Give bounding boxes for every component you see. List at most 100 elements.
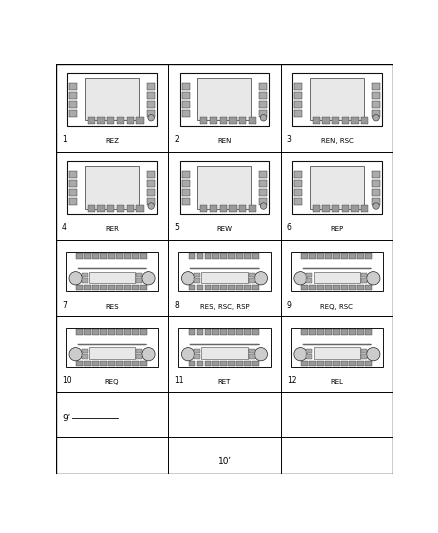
Bar	[205, 329, 212, 335]
Bar	[371, 171, 380, 178]
Bar	[317, 285, 324, 290]
Bar	[333, 360, 340, 366]
Bar	[147, 171, 155, 178]
Bar	[371, 189, 380, 196]
Bar	[212, 360, 219, 366]
Circle shape	[294, 348, 307, 361]
Bar	[244, 329, 251, 335]
Bar	[361, 273, 367, 277]
Bar	[259, 110, 267, 117]
Circle shape	[69, 272, 82, 285]
Bar	[182, 83, 190, 90]
Circle shape	[181, 272, 195, 285]
Bar	[351, 206, 359, 212]
Bar	[259, 189, 267, 196]
Bar	[124, 285, 131, 290]
Bar	[107, 206, 114, 212]
Bar	[259, 101, 267, 108]
Bar	[147, 110, 155, 117]
Bar	[191, 268, 258, 269]
Bar	[188, 253, 195, 260]
Bar	[259, 180, 267, 187]
Bar	[332, 117, 339, 124]
Text: 2: 2	[174, 135, 179, 144]
Bar	[108, 360, 115, 366]
Bar	[147, 189, 155, 196]
Bar	[194, 349, 200, 353]
Bar	[357, 329, 364, 335]
Bar	[294, 101, 302, 108]
Bar	[317, 329, 324, 335]
Circle shape	[254, 348, 268, 361]
Bar	[100, 253, 107, 260]
Bar	[140, 329, 147, 335]
Bar	[252, 285, 259, 290]
Bar	[201, 348, 247, 359]
Text: 7: 7	[62, 301, 67, 310]
Bar	[237, 253, 244, 260]
Bar	[67, 161, 157, 214]
Bar	[333, 329, 340, 335]
Bar	[66, 252, 158, 292]
Text: REQ: REQ	[105, 379, 119, 385]
Bar	[78, 344, 146, 345]
Bar	[76, 360, 83, 366]
Bar	[249, 117, 256, 124]
Bar	[84, 253, 91, 260]
Bar	[292, 161, 382, 214]
Text: RES, RSC, RSP: RES, RSC, RSP	[200, 303, 249, 310]
Bar	[69, 83, 78, 90]
Bar	[309, 253, 316, 260]
Bar	[371, 101, 380, 108]
Bar	[371, 198, 380, 205]
Bar	[249, 278, 255, 282]
Bar	[307, 354, 312, 359]
Bar	[69, 171, 78, 178]
Bar	[137, 354, 142, 359]
Bar	[116, 360, 123, 366]
Bar	[132, 329, 139, 335]
Bar	[249, 273, 255, 277]
Bar	[182, 92, 190, 99]
Bar	[294, 92, 302, 99]
Bar	[313, 206, 320, 212]
Bar	[147, 198, 155, 205]
Bar	[301, 253, 308, 260]
Bar	[341, 329, 348, 335]
Circle shape	[373, 115, 379, 121]
Circle shape	[181, 348, 195, 361]
Bar	[309, 329, 316, 335]
Bar	[252, 329, 259, 335]
Bar	[219, 206, 227, 212]
Bar	[259, 92, 267, 99]
Bar	[325, 360, 332, 366]
Bar	[294, 171, 302, 178]
Bar	[132, 360, 139, 366]
Bar	[357, 285, 364, 290]
Bar	[249, 354, 255, 359]
Bar	[108, 329, 115, 335]
Bar	[244, 360, 251, 366]
Bar	[361, 278, 367, 282]
Text: 11: 11	[174, 376, 184, 385]
Bar	[349, 360, 356, 366]
Bar	[81, 354, 88, 359]
Bar	[237, 360, 244, 366]
Bar	[88, 206, 95, 212]
Bar	[194, 278, 200, 282]
Bar	[67, 73, 157, 126]
Bar	[198, 78, 251, 120]
Bar	[197, 360, 204, 366]
Bar	[365, 329, 372, 335]
Bar	[92, 253, 99, 260]
Bar	[147, 83, 155, 90]
Text: 3: 3	[287, 135, 292, 144]
Bar	[116, 329, 123, 335]
Circle shape	[254, 272, 268, 285]
Bar	[309, 360, 316, 366]
Text: REW: REW	[216, 227, 233, 232]
Bar	[69, 180, 78, 187]
Bar	[188, 285, 195, 290]
Bar	[198, 166, 251, 209]
Bar	[66, 328, 158, 367]
